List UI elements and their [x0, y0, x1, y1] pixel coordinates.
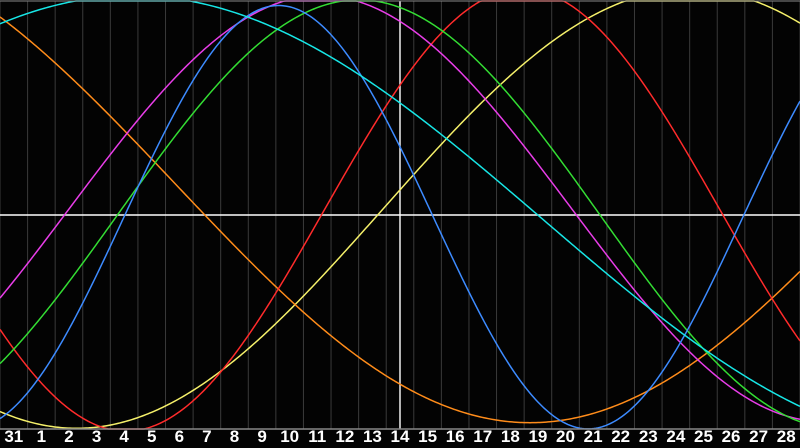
svg-text:17: 17 — [473, 427, 492, 446]
svg-text:22: 22 — [611, 427, 630, 446]
svg-text:9: 9 — [257, 427, 266, 446]
svg-text:13: 13 — [363, 427, 382, 446]
svg-text:15: 15 — [418, 427, 437, 446]
svg-text:11: 11 — [308, 427, 326, 446]
svg-text:25: 25 — [694, 427, 713, 446]
svg-text:4: 4 — [119, 427, 129, 446]
svg-text:16: 16 — [446, 427, 465, 446]
svg-text:21: 21 — [584, 427, 603, 446]
svg-text:8: 8 — [230, 427, 239, 446]
svg-text:26: 26 — [722, 427, 741, 446]
svg-text:10: 10 — [280, 427, 299, 446]
svg-text:24: 24 — [666, 427, 685, 446]
svg-text:19: 19 — [528, 427, 547, 446]
svg-text:31: 31 — [4, 427, 23, 446]
svg-text:23: 23 — [639, 427, 658, 446]
svg-text:5: 5 — [147, 427, 156, 446]
svg-text:7: 7 — [202, 427, 211, 446]
svg-text:28: 28 — [777, 427, 796, 446]
svg-text:12: 12 — [335, 427, 354, 446]
svg-text:20: 20 — [556, 427, 575, 446]
svg-text:18: 18 — [501, 427, 520, 446]
svg-text:2: 2 — [64, 427, 73, 446]
svg-text:14: 14 — [391, 427, 410, 446]
svg-text:3: 3 — [92, 427, 101, 446]
svg-text:27: 27 — [749, 427, 768, 446]
svg-text:1: 1 — [37, 427, 46, 446]
svg-text:6: 6 — [175, 427, 184, 446]
